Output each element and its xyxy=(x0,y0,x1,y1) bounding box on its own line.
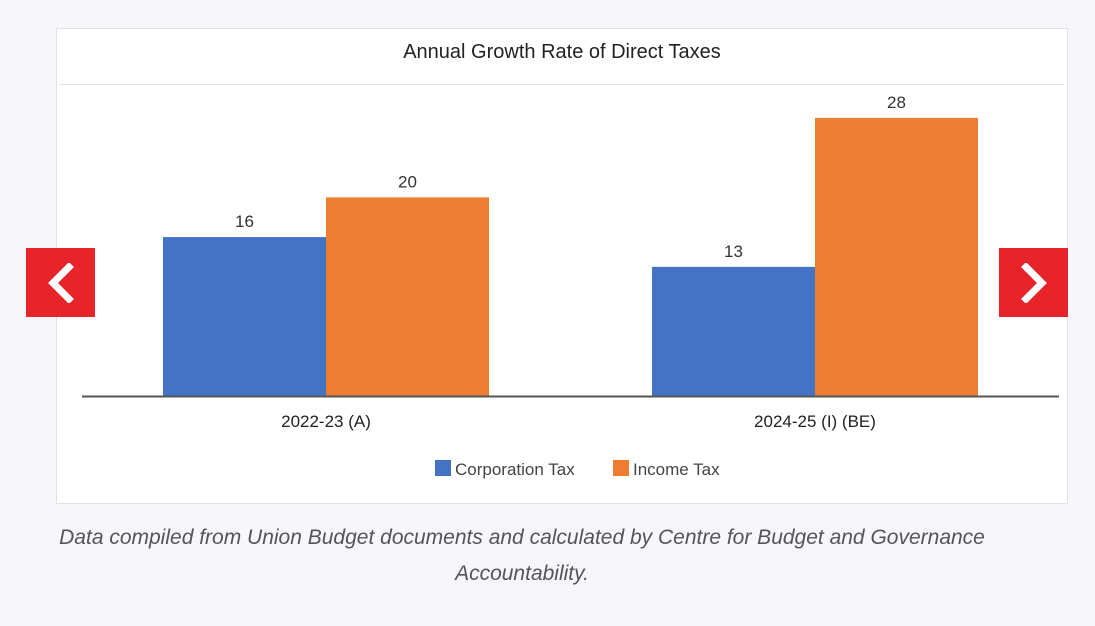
next-slide-button[interactable] xyxy=(999,248,1068,317)
legend-label: Corporation Tax xyxy=(455,460,575,479)
data-label: 16 xyxy=(235,212,254,231)
bar-income-tax-2 xyxy=(815,117,978,396)
legend-swatch xyxy=(613,460,629,476)
category-labels: 2022-23 (A) 2024-25 (I) (BE) xyxy=(281,412,876,431)
chart-title: Annual Growth Rate of Direct Taxes xyxy=(403,41,721,63)
bar-chart: Annual Growth Rate of Direct Taxes 16201… xyxy=(56,28,1068,504)
legend: Corporation Tax Income Tax xyxy=(435,460,720,479)
previous-slide-button[interactable] xyxy=(26,248,95,317)
bar-income-tax-1 xyxy=(326,197,489,396)
category-label: 2024-25 (I) (BE) xyxy=(754,412,876,431)
chevron-left-icon xyxy=(47,262,74,303)
category-label: 2022-23 (A) xyxy=(281,412,371,431)
legend-label: Income Tax xyxy=(633,460,720,479)
legend-swatch xyxy=(435,460,451,476)
data-label: 20 xyxy=(398,172,417,191)
chart-card: Annual Growth Rate of Direct Taxes 16 20 1… xyxy=(56,28,1068,504)
image-caption: Data compiled from Union Budget document… xyxy=(59,526,985,585)
data-label: 13 xyxy=(724,242,743,261)
bar-corporation-tax-1 xyxy=(163,237,326,396)
bar-corporation-tax-2 xyxy=(652,266,815,396)
data-label: 28 xyxy=(887,93,906,112)
chevron-right-icon xyxy=(1020,262,1047,303)
plot-area-top-border xyxy=(59,84,1065,85)
bars-group: 16 20 13 28 xyxy=(163,93,978,396)
